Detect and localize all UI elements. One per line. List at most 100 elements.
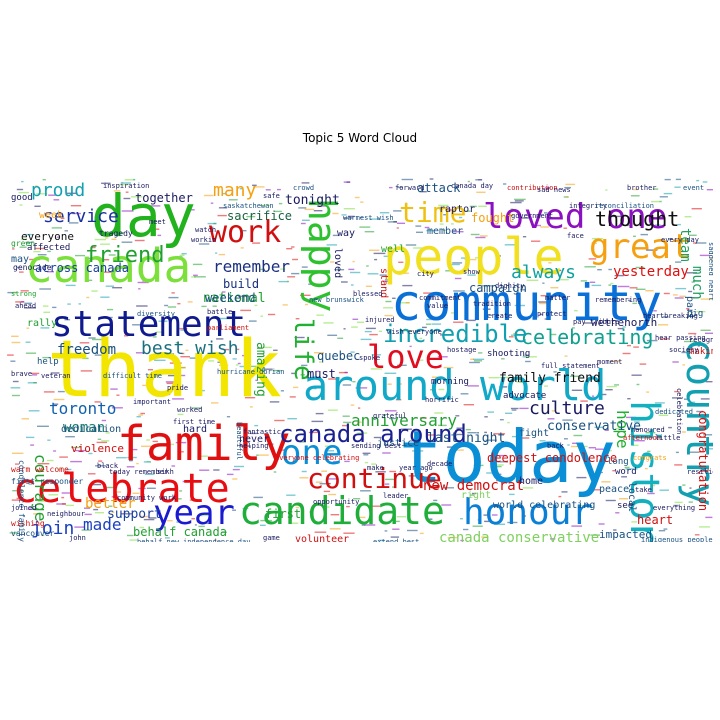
- speck: [53, 199, 60, 201]
- speck: [34, 185, 38, 187]
- speck: [116, 394, 120, 396]
- speck: [433, 417, 437, 419]
- speck: [207, 222, 217, 225]
- speck: [519, 407, 529, 410]
- speck: [108, 505, 113, 507]
- speck: [210, 202, 214, 204]
- cloud-word: matter: [545, 294, 570, 302]
- speck: [16, 266, 20, 269]
- speck: [700, 398, 710, 400]
- cloud-word: behalf canada: [133, 525, 227, 539]
- speck: [591, 237, 604, 240]
- cloud-word: loved one: [483, 197, 667, 237]
- cloud-word: crowd: [293, 184, 314, 192]
- speck: [25, 241, 33, 244]
- cloud-word: green: [11, 239, 35, 248]
- speck: [333, 460, 340, 463]
- speck: [34, 247, 45, 250]
- speck: [94, 512, 104, 514]
- speck: [674, 501, 683, 504]
- speck: [691, 281, 695, 283]
- speck: [110, 388, 118, 390]
- speck: [23, 478, 29, 481]
- cloud-word: wethenorth: [591, 316, 657, 329]
- speck: [201, 389, 205, 392]
- speck: [131, 196, 143, 198]
- speck: [699, 254, 710, 257]
- cloud-word: condolence family: [17, 460, 26, 542]
- cloud-word: full statement: [541, 362, 600, 370]
- speck: [415, 461, 419, 463]
- cloud-word: injured: [365, 316, 395, 324]
- cloud-word: great: [589, 227, 691, 267]
- speck: [508, 382, 512, 385]
- cloud-word: independence day: [183, 538, 250, 542]
- speck: [536, 224, 541, 227]
- speck: [273, 511, 283, 514]
- speck: [167, 306, 177, 308]
- speck: [102, 337, 106, 339]
- cloud-word: sacrifice: [227, 209, 292, 223]
- speck: [430, 389, 435, 391]
- cloud-word: celebrating: [521, 325, 653, 349]
- speck: [357, 421, 362, 423]
- speck: [460, 393, 469, 395]
- speck: [343, 532, 355, 534]
- speck: [627, 299, 631, 302]
- speck: [342, 415, 350, 417]
- speck: [119, 232, 125, 234]
- speck: [309, 511, 314, 513]
- cloud-word: recognize: [689, 336, 713, 344]
- cloud-word: workin: [191, 236, 216, 244]
- speck: [679, 295, 686, 297]
- speck: [242, 354, 251, 357]
- speck: [295, 506, 300, 509]
- cloud-word: neighbour: [47, 510, 85, 518]
- speck: [15, 301, 25, 303]
- speck: [129, 459, 133, 462]
- speck: [79, 342, 90, 344]
- speck: [12, 452, 24, 454]
- speck: [106, 486, 118, 489]
- cloud-word: world celebrating: [493, 500, 595, 511]
- cloud-word: hurricane dorian: [217, 368, 284, 376]
- speck: [522, 236, 527, 238]
- speck: [392, 528, 400, 530]
- speck: [294, 336, 305, 339]
- cloud-word: warm welcome: [11, 465, 69, 474]
- speck: [407, 529, 418, 532]
- speck: [521, 437, 530, 439]
- speck: [504, 244, 516, 246]
- cloud-word: support: [107, 507, 162, 522]
- speck: [591, 489, 601, 491]
- speck: [576, 476, 587, 479]
- speck: [88, 279, 93, 281]
- speck: [567, 444, 570, 446]
- speck: [177, 256, 183, 258]
- speck: [604, 449, 612, 452]
- speck: [443, 214, 447, 216]
- cloud-word: horrific: [425, 396, 459, 404]
- speck: [419, 532, 424, 535]
- cloud-word: behalf new: [137, 538, 180, 542]
- speck: [465, 428, 471, 431]
- cloud-word: wish everyone: [387, 328, 442, 336]
- speck: [436, 317, 440, 319]
- speck: [404, 294, 410, 296]
- cloud-word: congratulation: [696, 410, 710, 511]
- speck: [378, 539, 385, 542]
- speck: [248, 320, 257, 322]
- speck: [257, 367, 265, 369]
- speck: [400, 302, 410, 304]
- speck: [605, 189, 608, 191]
- cloud-word: everyone: [21, 230, 74, 243]
- speck: [273, 349, 278, 351]
- speck: [622, 352, 631, 355]
- speck: [548, 262, 552, 264]
- speck: [383, 280, 389, 282]
- cloud-word: honoured: [631, 426, 665, 434]
- speck: [185, 349, 189, 351]
- speck: [27, 382, 37, 384]
- speck: [341, 281, 348, 283]
- speck: [453, 290, 465, 292]
